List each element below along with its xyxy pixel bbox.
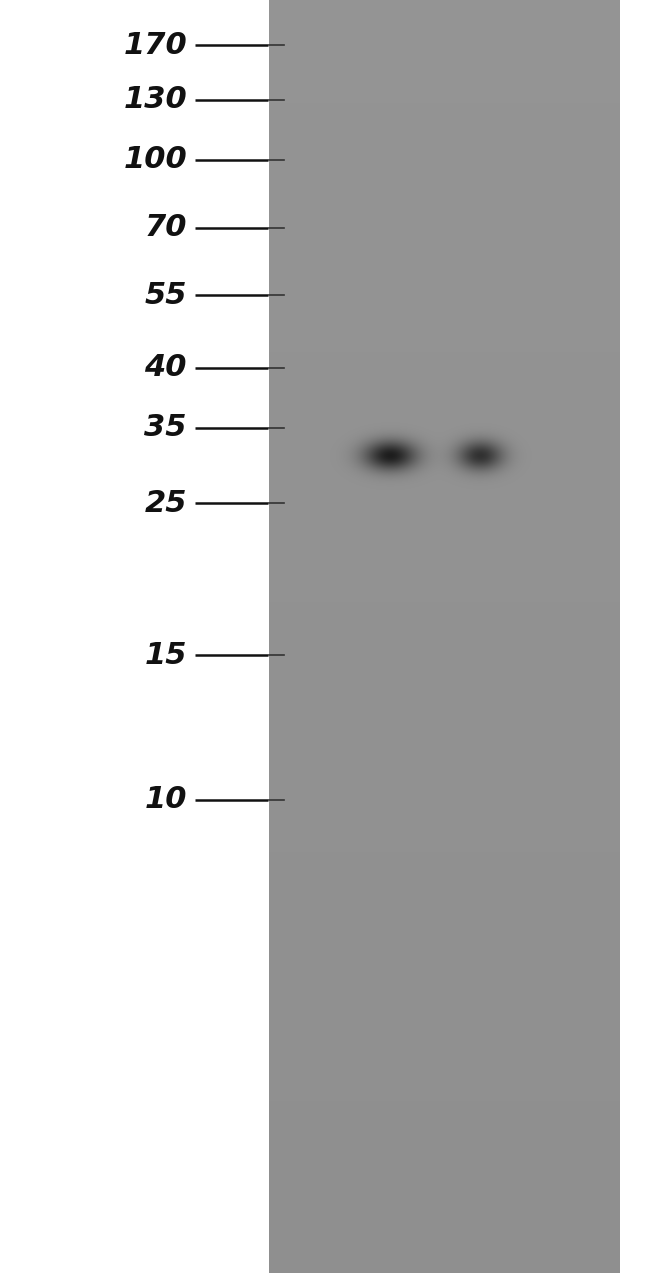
Text: 130: 130 xyxy=(124,85,187,115)
Text: 35: 35 xyxy=(144,414,187,443)
Text: 170: 170 xyxy=(124,31,187,60)
Text: 70: 70 xyxy=(144,214,187,242)
Text: 15: 15 xyxy=(144,640,187,670)
Text: 10: 10 xyxy=(144,785,187,815)
Text: 100: 100 xyxy=(124,145,187,174)
Text: 55: 55 xyxy=(144,280,187,309)
Text: 25: 25 xyxy=(144,489,187,518)
Text: 40: 40 xyxy=(144,354,187,382)
